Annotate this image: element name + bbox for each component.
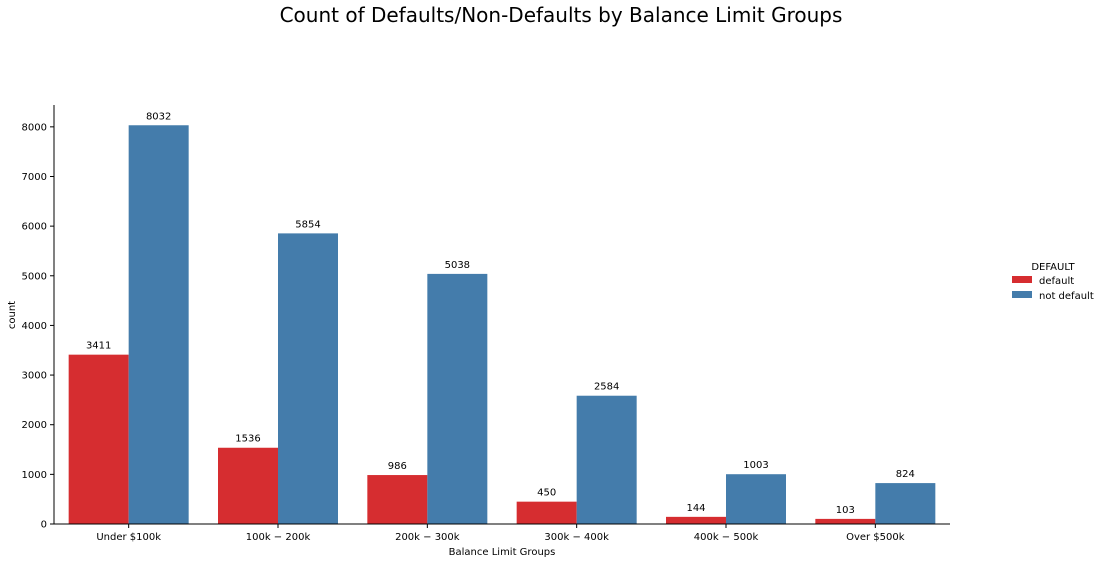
bar-value-label: 2584 [594, 382, 619, 393]
bar-not-default [875, 483, 936, 524]
x-tick-label: 200k − 300k [395, 532, 460, 543]
y-tick-label: 7000 [22, 172, 47, 183]
y-tick-label: 6000 [22, 222, 47, 233]
legend-swatch-not-default [1012, 291, 1032, 298]
x-tick-label: 300k − 400k [544, 532, 609, 543]
bar-value-label: 1536 [235, 434, 260, 445]
x-tick-label: 400k − 500k [694, 532, 759, 543]
legend: DEFAULT default not default [1012, 262, 1094, 302]
bar-not-default [278, 233, 338, 524]
bar-default [367, 475, 428, 524]
legend-label: default [1039, 276, 1074, 287]
y-tick-label: 8000 [22, 122, 47, 133]
y-tick-label: 1000 [22, 470, 47, 481]
x-axis-ticks: Under $100k 100k − 200k 200k − 300k 300k − … [96, 524, 905, 543]
chart-title: Count of Defaults/Non-Defaults by Balanc… [280, 3, 843, 27]
x-tick-label: Under $100k [96, 532, 161, 543]
y-tick-label: 2000 [22, 420, 47, 431]
bar-value-label: 1003 [743, 460, 768, 471]
legend-items: default not default [1012, 276, 1094, 302]
y-tick-label: 3000 [22, 371, 47, 382]
bar-value-label: 5038 [445, 260, 470, 271]
bar-not-default [427, 273, 488, 524]
bar-value-label: 103 [836, 505, 855, 516]
bar-not-default [128, 125, 189, 524]
bar-default [218, 447, 278, 524]
x-axis-label: Balance Limit Groups [449, 547, 556, 558]
bar-default [516, 501, 577, 524]
y-tick-label: 4000 [22, 321, 47, 332]
legend-title: DEFAULT [1031, 262, 1075, 273]
y-axis-label: count [7, 301, 18, 329]
x-tick-label: Over $500k [846, 532, 905, 543]
bar-not-default [576, 395, 637, 524]
bar-default [68, 354, 129, 524]
bar-value-label: 986 [388, 461, 407, 472]
bar-value-label: 450 [537, 488, 556, 499]
bars-group [68, 125, 936, 524]
bar-value-label: 8032 [146, 111, 171, 122]
data-labels-group: 3411 8032 1536 5854 986 5038 450 2584 144 1003 103… [86, 111, 915, 516]
bar-value-label: 144 [686, 503, 705, 514]
x-tick-label: 100k − 200k [246, 532, 311, 543]
bar-value-label: 5854 [295, 219, 320, 230]
legend-label: not default [1039, 291, 1094, 302]
bar-value-label: 824 [896, 469, 915, 480]
y-tick-label: 5000 [22, 271, 47, 282]
bar-default [666, 516, 726, 524]
y-tick-label: 0 [41, 520, 47, 531]
bar-not-default [726, 474, 786, 524]
y-axis-ticks: 0 1000 2000 3000 4000 5000 6000 7000 8000 [22, 122, 54, 531]
bar-value-label: 3411 [86, 341, 111, 352]
bar-default [815, 518, 876, 524]
legend-swatch-default [1012, 276, 1032, 283]
